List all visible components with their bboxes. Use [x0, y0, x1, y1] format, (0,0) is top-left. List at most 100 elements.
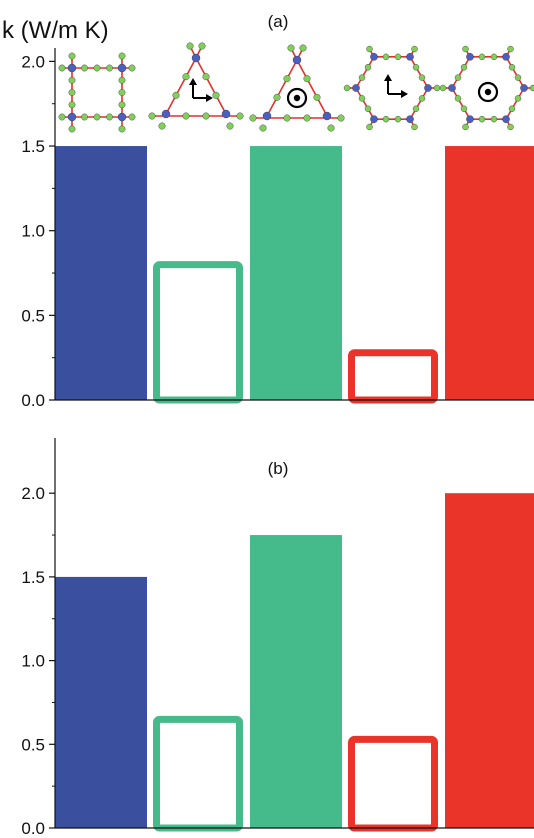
bar-a-3 [250, 146, 342, 400]
out-of-plane-dot-icon [286, 87, 308, 109]
square-lattice-icon [58, 52, 136, 133]
atom [364, 64, 372, 71]
atom [67, 63, 77, 73]
atom [93, 64, 101, 72]
atom [283, 114, 291, 122]
atom [118, 125, 126, 133]
atom [462, 45, 469, 53]
y-tick-label: 1.0 [21, 652, 45, 671]
y-tick-label: 1.5 [21, 568, 45, 587]
bond [266, 59, 298, 117]
atom [507, 123, 514, 131]
atom [352, 84, 360, 92]
atom [191, 53, 201, 63]
atom [93, 113, 101, 121]
atom [478, 53, 486, 61]
atom [292, 55, 302, 65]
atom [502, 53, 510, 61]
atom [158, 122, 166, 130]
atom [148, 112, 156, 120]
atom [81, 64, 88, 72]
y-tick-label: 2.0 [21, 52, 45, 71]
atom [394, 115, 402, 123]
atom [221, 109, 231, 119]
atom [67, 112, 77, 122]
atom [382, 53, 390, 61]
atom [529, 84, 534, 92]
y-tick-label: 2.0 [21, 484, 45, 503]
y-tick-label: 0.5 [21, 306, 45, 325]
atom [186, 42, 194, 50]
atom [106, 64, 113, 72]
panel-a: k (W/m K) (a) 0.0 0.5 1.0 1.5 2.0 [2, 12, 534, 410]
panel-a-y-axis: 0.0 0.5 1.0 1.5 2.0 [21, 48, 534, 410]
panel-a-label: (a) [268, 12, 289, 31]
bar-a-5 [445, 146, 534, 400]
y-tick-label: 0.5 [21, 735, 45, 754]
bar-b-2 [153, 715, 243, 832]
atom [117, 112, 127, 122]
atom [322, 111, 332, 121]
atom [58, 113, 66, 121]
y-tick-label: 0.0 [21, 819, 45, 838]
bond [409, 56, 429, 89]
atom [508, 64, 516, 71]
atom [327, 124, 335, 132]
in-plane-arrows-icon [384, 74, 408, 98]
bond [451, 56, 471, 89]
atom [502, 115, 510, 123]
atom [303, 75, 311, 83]
atom [366, 45, 373, 53]
bar-b-1 [55, 576, 147, 828]
atom [68, 76, 76, 84]
atom [68, 52, 76, 60]
bar-b-3 [250, 535, 342, 828]
atom [198, 42, 206, 50]
bar-b-5 [445, 493, 534, 828]
atom [507, 45, 514, 53]
atom [68, 101, 76, 109]
atom [273, 93, 281, 101]
atom [337, 114, 345, 122]
y-tick-label: 0.0 [21, 391, 45, 410]
arrow-head [189, 78, 197, 85]
atom [370, 115, 378, 123]
atom [81, 113, 88, 121]
atom [412, 64, 420, 71]
atom [454, 95, 462, 102]
atom [299, 44, 307, 52]
panel-a-structures [58, 42, 534, 133]
panel-b-bars [55, 493, 534, 832]
bar-a-2 [153, 261, 243, 404]
bar-a-1 [55, 146, 147, 400]
bond [505, 87, 525, 120]
atom [358, 95, 366, 102]
dot-center [293, 94, 301, 102]
atom [460, 64, 468, 71]
bond [165, 57, 197, 115]
atom [466, 115, 474, 123]
atom [262, 111, 272, 121]
atom [202, 112, 210, 120]
atom [118, 101, 126, 109]
hexagon-lattice-icon [439, 45, 534, 131]
bond [355, 87, 375, 120]
panel-b: (b) 0.0 0.5 1.0 1.5 2.0 [21, 438, 534, 838]
atom [68, 89, 76, 96]
atom [212, 91, 220, 99]
atom [448, 84, 456, 92]
bond [451, 87, 471, 120]
bond [296, 59, 328, 117]
atom [411, 45, 418, 53]
atom [490, 115, 498, 123]
triangle-lattice-icon [148, 42, 244, 130]
arrow-head [384, 74, 392, 81]
atom [68, 125, 76, 133]
atom [249, 114, 257, 122]
atom [283, 75, 291, 83]
atom [394, 53, 402, 61]
atom [462, 123, 469, 131]
atom [460, 105, 468, 112]
atom [117, 63, 127, 73]
atom [128, 64, 136, 72]
